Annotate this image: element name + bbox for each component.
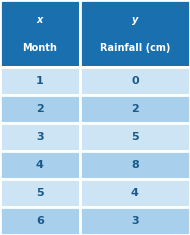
- Text: 6: 6: [36, 216, 44, 226]
- FancyBboxPatch shape: [0, 0, 80, 67]
- Text: 4: 4: [131, 188, 139, 198]
- FancyBboxPatch shape: [80, 123, 190, 151]
- Text: 3: 3: [36, 132, 44, 142]
- FancyBboxPatch shape: [80, 0, 190, 67]
- Text: 5: 5: [131, 132, 139, 142]
- Text: y: y: [132, 15, 138, 25]
- FancyBboxPatch shape: [0, 207, 80, 235]
- FancyBboxPatch shape: [80, 95, 190, 123]
- FancyBboxPatch shape: [0, 67, 80, 95]
- FancyBboxPatch shape: [0, 151, 80, 179]
- Text: x: x: [37, 15, 43, 25]
- FancyBboxPatch shape: [80, 67, 190, 95]
- Text: 3: 3: [131, 216, 139, 226]
- FancyBboxPatch shape: [80, 207, 190, 235]
- FancyBboxPatch shape: [80, 179, 190, 207]
- Text: Rainfall (cm): Rainfall (cm): [100, 43, 170, 53]
- Text: 1: 1: [36, 76, 44, 86]
- Text: 0: 0: [131, 76, 139, 86]
- Text: 4: 4: [36, 160, 44, 170]
- Text: 5: 5: [36, 188, 44, 198]
- Text: 8: 8: [131, 160, 139, 170]
- FancyBboxPatch shape: [0, 95, 80, 123]
- FancyBboxPatch shape: [0, 179, 80, 207]
- Text: 2: 2: [131, 104, 139, 114]
- FancyBboxPatch shape: [80, 151, 190, 179]
- Text: Month: Month: [22, 43, 57, 53]
- Text: 2: 2: [36, 104, 44, 114]
- FancyBboxPatch shape: [0, 123, 80, 151]
